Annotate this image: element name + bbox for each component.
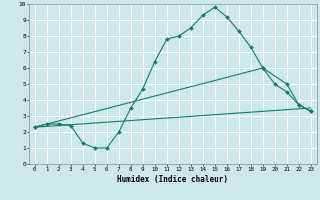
X-axis label: Humidex (Indice chaleur): Humidex (Indice chaleur) (117, 175, 228, 184)
